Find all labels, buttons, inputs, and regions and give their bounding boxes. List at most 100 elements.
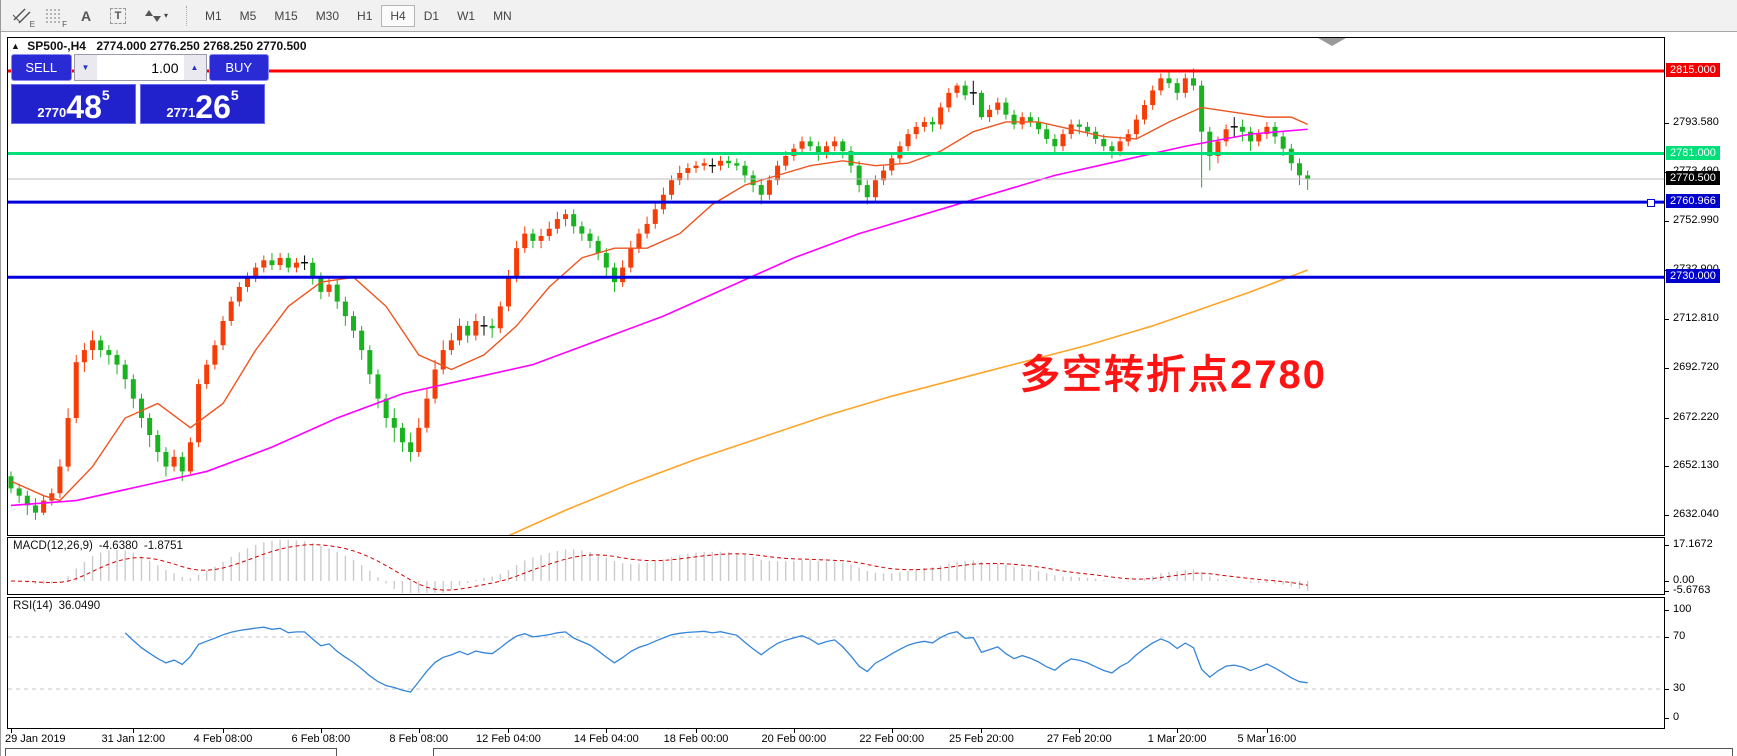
macd-signal-line xyxy=(10,544,1308,591)
candle-body xyxy=(742,165,748,176)
candle-body xyxy=(978,92,984,118)
candle-body xyxy=(1117,141,1123,152)
sell-price-main: 48 xyxy=(66,89,102,125)
timeframe-button-d1[interactable]: D1 xyxy=(423,8,440,23)
arrows-tool-button[interactable]: ▾ xyxy=(137,4,175,28)
chart-title: ▲ SP500-,H4 2774.000 2776.250 2768.250 2… xyxy=(11,39,307,53)
candle-body xyxy=(73,362,79,419)
time-axis-label: 6 Feb 08:00 xyxy=(291,733,351,745)
candle-body xyxy=(465,325,471,336)
timeframe-button-m5[interactable]: M5 xyxy=(239,8,257,23)
candle-body xyxy=(342,301,348,317)
candle-body xyxy=(179,456,185,472)
candle-body xyxy=(41,500,47,513)
candle-body xyxy=(530,233,536,241)
candle-body xyxy=(848,151,854,166)
candle-body xyxy=(1215,141,1221,156)
price-axis-label: 2752.990 xyxy=(1673,214,1719,227)
candle-body xyxy=(563,214,569,220)
candle-body xyxy=(310,262,316,278)
candle-body xyxy=(212,345,218,365)
time-axis-tick xyxy=(1177,729,1179,733)
candle-body xyxy=(383,398,389,419)
chevron-down-icon: ▾ xyxy=(163,11,168,20)
candle-body xyxy=(1288,148,1294,164)
timeframe-button-m15[interactable]: M15 xyxy=(274,8,298,23)
candle-body xyxy=(726,160,732,164)
candle-body xyxy=(448,340,454,351)
sell-price-box[interactable]: 2770 48 5 xyxy=(11,84,136,124)
candle-body xyxy=(913,126,919,135)
macd-surface[interactable] xyxy=(8,538,1664,594)
text-tool-button[interactable]: A xyxy=(73,4,99,28)
equidistant-channel-tool-button[interactable]: E xyxy=(9,4,35,29)
candle-body xyxy=(1256,134,1262,142)
rsi-axis-label: 0 xyxy=(1673,711,1680,723)
candle-body xyxy=(938,107,944,125)
candle-body xyxy=(587,233,593,241)
candle-body xyxy=(65,418,71,467)
buy-button[interactable]: BUY xyxy=(208,54,269,81)
fibonacci-tool-button[interactable]: F xyxy=(41,4,67,29)
candle-body xyxy=(497,306,503,329)
line-drag-handle[interactable] xyxy=(1647,199,1655,208)
volume-input[interactable] xyxy=(96,55,184,80)
candle-body xyxy=(228,301,234,321)
chart-tab[interactable] xyxy=(433,748,1733,756)
candle-body xyxy=(351,316,357,331)
candle-body xyxy=(1109,146,1115,152)
timeframe-button-h4[interactable]: H4 xyxy=(381,4,415,27)
time-axis[interactable]: 29 Jan 2019 31 Jan 12:00 4 Feb 08:00 6 Feb … xyxy=(1,729,1737,747)
candle-body xyxy=(1248,131,1254,142)
timeframe-button-h1[interactable]: H1 xyxy=(357,8,373,23)
macd-signal-value: -1.8751 xyxy=(143,540,183,552)
toolbar: E F A T ▾ M1 M5 M15 M30 H1 H4 D1 W1 MN xyxy=(1,0,1737,32)
sell-button[interactable]: SELL xyxy=(11,54,72,81)
price-badge-red: 2815.000 xyxy=(1666,63,1720,78)
candle-body xyxy=(269,260,275,266)
volume-increase-button[interactable]: ▲ xyxy=(183,55,206,80)
symbol-collapse-icon[interactable]: ▲ xyxy=(11,41,20,51)
axis-tick xyxy=(1665,221,1669,223)
chart-tab[interactable] xyxy=(5,748,337,756)
rsi-surface[interactable] xyxy=(8,598,1664,728)
ma-mid-line xyxy=(10,128,1308,507)
price-chart-surface[interactable] xyxy=(8,38,1664,535)
candle-body xyxy=(359,330,365,351)
macd-label: MACD(12,26,9) -4.6380 -1.8751 xyxy=(13,540,189,552)
candle-body xyxy=(1003,102,1009,115)
price-badge-black: 2770.500 xyxy=(1666,171,1720,185)
chart-tabs-strip xyxy=(1,747,1737,756)
sell-price-pip: 5 xyxy=(101,87,110,103)
main-chart-panel[interactable]: ▲ SP500-,H4 2774.000 2776.250 2768.250 2… xyxy=(7,37,1665,536)
candle-body xyxy=(32,505,38,513)
candle-body xyxy=(334,284,340,302)
macd-name: MACD(12,26,9) xyxy=(13,540,93,552)
tool-sub-label: F xyxy=(62,19,67,29)
time-axis-label: 8 Feb 08:00 xyxy=(389,733,449,745)
time-axis-label: 31 Jan 12:00 xyxy=(101,733,166,745)
timeframe-button-m1[interactable]: M1 xyxy=(205,8,222,23)
time-axis-tick xyxy=(223,729,225,733)
buy-price-box[interactable]: 2771 26 5 xyxy=(140,84,265,124)
macd-panel[interactable]: MACD(12,26,9) -4.6380 -1.8751 xyxy=(7,537,1665,595)
candle-body xyxy=(644,223,650,234)
candle-body xyxy=(204,364,210,385)
chart-shift-marker[interactable] xyxy=(1318,38,1346,46)
candle-body xyxy=(717,160,723,166)
rsi-panel[interactable]: RSI(14) 36.0490 xyxy=(7,597,1665,729)
volume-decrease-button[interactable]: ▼ xyxy=(74,55,97,80)
candle-body xyxy=(138,398,144,419)
timeframe-button-mn[interactable]: MN xyxy=(493,8,512,23)
candle-body xyxy=(1101,138,1107,147)
rsi-name: RSI(14) xyxy=(13,600,53,612)
candle-body xyxy=(196,384,202,443)
candle-body xyxy=(457,325,463,341)
time-axis-label: 18 Feb 00:00 xyxy=(663,733,729,745)
timeframe-button-m30[interactable]: M30 xyxy=(315,8,340,23)
candle-body xyxy=(253,267,259,278)
timeframe-button-w1[interactable]: W1 xyxy=(457,8,476,23)
text-label-tool-button[interactable]: T xyxy=(105,4,131,28)
candle-body xyxy=(611,267,617,283)
candle-body xyxy=(815,146,821,154)
